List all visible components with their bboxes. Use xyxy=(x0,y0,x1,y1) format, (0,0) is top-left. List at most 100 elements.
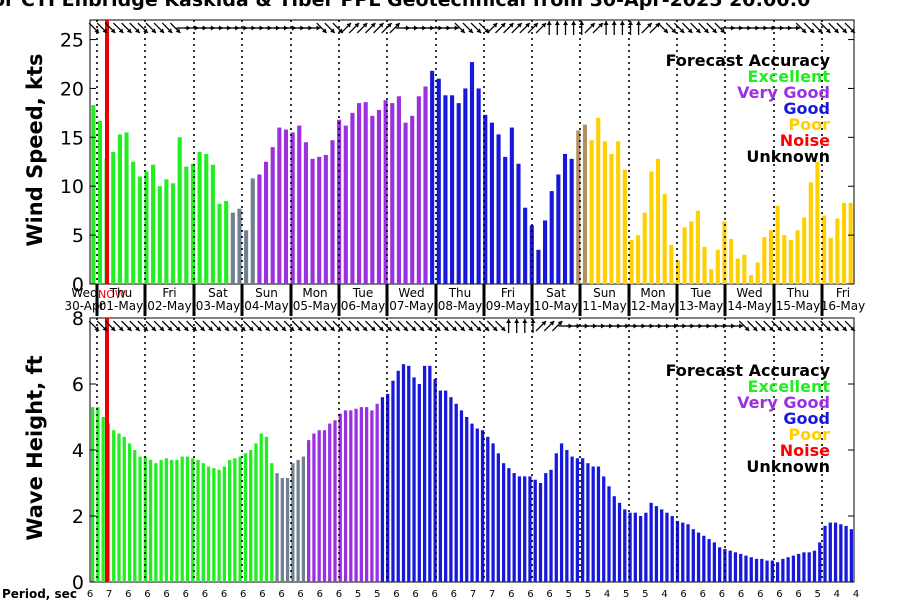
wind-bar xyxy=(576,130,581,284)
wave-bar xyxy=(465,417,469,582)
wave-ytick-label: 0 xyxy=(72,572,84,594)
wind-bar xyxy=(556,174,561,284)
wind-arrow-head xyxy=(636,21,642,25)
wind-direction-arrow xyxy=(444,25,459,31)
wave-arrow-head xyxy=(338,326,343,331)
wave-arrow-head xyxy=(460,326,465,331)
day-name-label: Thu xyxy=(109,286,133,300)
wind-bar xyxy=(742,254,747,284)
wind-bar xyxy=(682,227,687,284)
wind-y-label: Wind Speed, kts xyxy=(23,53,47,246)
wind-bar xyxy=(695,210,700,284)
wind-arrow-head xyxy=(712,28,717,33)
wave-direction-arrow xyxy=(844,320,856,332)
wave-bar xyxy=(549,469,553,582)
period-value: 4 xyxy=(604,589,610,600)
wave-bar xyxy=(744,555,748,582)
wind-arrow-head xyxy=(671,28,677,33)
wave-bar xyxy=(148,459,153,582)
wind-bar xyxy=(456,103,461,284)
wind-direction-arrow xyxy=(535,22,547,34)
wind-bar xyxy=(642,212,647,284)
wave-direction-arrow xyxy=(348,320,360,332)
wave-arrow-head xyxy=(102,326,108,331)
wave-direction-arrow xyxy=(430,320,441,332)
wind-bar xyxy=(357,103,362,284)
day-name-label: Sun xyxy=(593,286,616,300)
day-date-label: 03-May xyxy=(196,299,240,313)
wave-bar xyxy=(491,443,495,582)
wind-bar xyxy=(523,207,528,284)
wave-direction-arrow xyxy=(178,320,189,332)
period-value: 6 xyxy=(527,589,533,600)
wave-arrow-head xyxy=(143,326,148,331)
wave-direction-arrow xyxy=(291,320,303,332)
wind-arrow-head xyxy=(102,28,108,33)
wave-direction-arrow xyxy=(218,320,230,332)
day-date-label: 12-May xyxy=(631,299,675,313)
wave-direction-arrow xyxy=(381,320,393,332)
wind-bar xyxy=(802,217,807,284)
period-value: 5 xyxy=(374,589,380,600)
wind-arrow-head xyxy=(628,21,633,25)
wind-direction-arrow xyxy=(636,21,642,35)
wave-bar xyxy=(839,524,843,582)
wind-bar xyxy=(277,127,282,284)
wind-direction-arrow xyxy=(373,22,384,34)
wave-bar xyxy=(96,407,100,582)
wind-bar xyxy=(496,134,501,284)
wind-bar xyxy=(489,122,494,284)
wind-direction-arrow xyxy=(571,21,577,35)
wind-direction-arrow xyxy=(340,22,352,34)
wave-direction-arrow xyxy=(145,320,157,332)
wind-bar xyxy=(815,161,820,284)
wave-bar xyxy=(544,473,548,582)
wave-bar xyxy=(444,390,448,582)
wind-direction-arrow xyxy=(657,22,669,34)
wind-arrow-head xyxy=(809,28,815,33)
legend-item: Very Good xyxy=(737,393,830,412)
wind-bar xyxy=(430,70,435,284)
wind-bar xyxy=(390,103,395,284)
period-value: 6 xyxy=(795,589,801,600)
wave-bar xyxy=(475,428,479,582)
wave-arrow-head xyxy=(801,326,807,331)
wave-bar xyxy=(127,443,132,582)
period-value: 6 xyxy=(546,589,552,600)
legend-item: Poor xyxy=(788,425,830,444)
wind-arrow-head xyxy=(554,21,560,25)
day-name-label: Thu xyxy=(448,286,472,300)
wave-arrow-head xyxy=(468,326,473,331)
wave-direction-arrow xyxy=(522,319,528,333)
wave-direction-arrow xyxy=(478,320,490,332)
wind-direction-arrow xyxy=(714,22,726,34)
wave-bar xyxy=(454,403,458,582)
wind-bar xyxy=(735,258,740,284)
wind-bar xyxy=(782,235,787,284)
day-date-label: 04-May xyxy=(244,299,288,313)
period-value: 6 xyxy=(700,589,706,600)
wind-bar xyxy=(629,240,634,284)
wind-bar xyxy=(543,220,548,284)
wave-bar xyxy=(628,512,632,582)
wave-arrow-head xyxy=(370,326,376,331)
wave-direction-arrow xyxy=(836,320,848,332)
period-value: 5 xyxy=(642,589,648,600)
wave-arrow-head xyxy=(362,326,368,331)
wave-arrow-head xyxy=(752,326,758,331)
wind-arrow-head xyxy=(492,23,498,28)
wind-arrow-head xyxy=(563,21,568,25)
wind-bar xyxy=(443,95,448,284)
wave-bar xyxy=(686,524,690,582)
wind-direction-arrow xyxy=(592,22,604,34)
wave-bar xyxy=(517,476,522,582)
wind-bar xyxy=(436,78,441,284)
wave-direction-arrow xyxy=(438,320,449,332)
wind-bar xyxy=(131,161,136,284)
period-value: 4 xyxy=(853,589,859,600)
wind-arrow-head xyxy=(354,23,360,28)
wave-bar xyxy=(638,516,643,582)
wave-arrow-head xyxy=(484,326,490,331)
wave-arrow-head xyxy=(118,326,124,331)
wave-direction-arrow xyxy=(194,320,206,332)
